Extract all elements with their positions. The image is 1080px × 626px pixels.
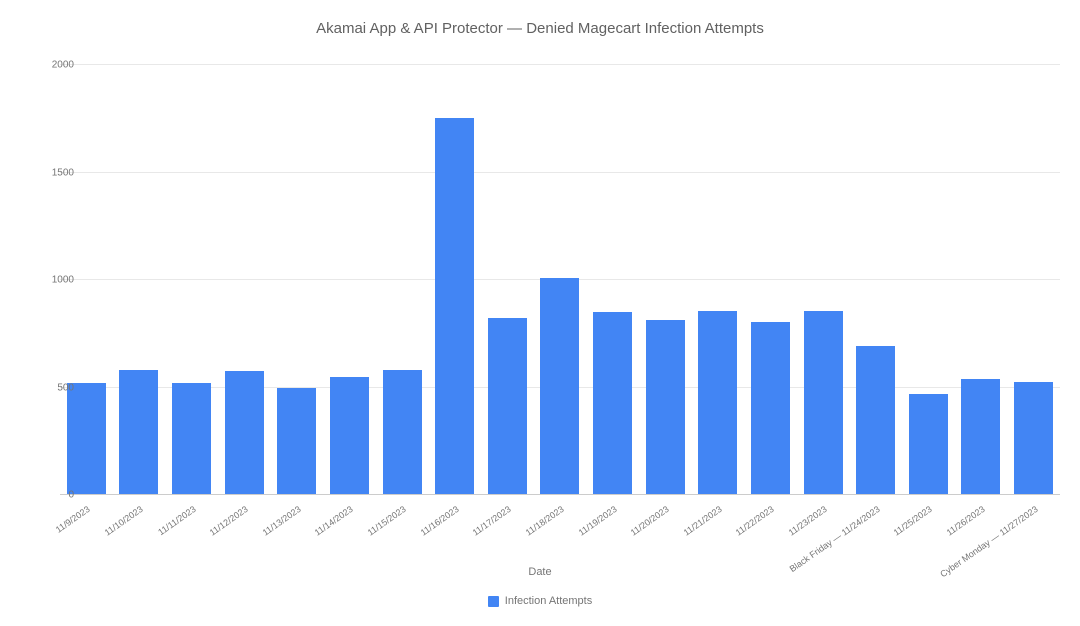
bar — [172, 383, 211, 495]
baseline — [60, 494, 1060, 495]
bar — [698, 311, 737, 495]
bar-slot — [218, 65, 271, 495]
bar — [119, 370, 158, 495]
bar — [646, 320, 685, 495]
bar-slot — [534, 65, 587, 495]
bars-group — [60, 65, 1060, 495]
x-tick-label: 11/9/2023 — [54, 504, 92, 535]
bar-slot — [376, 65, 429, 495]
bar — [751, 322, 790, 495]
bar — [67, 383, 106, 495]
bar — [1014, 382, 1053, 495]
bar-slot — [481, 65, 534, 495]
x-label-slot: 11/10/2023 — [113, 498, 166, 568]
x-axis-title: Date — [0, 566, 1080, 578]
bar-slot — [428, 65, 481, 495]
bar — [593, 312, 632, 495]
chart-container: Akamai App & API Protector — Denied Mage… — [0, 0, 1080, 626]
plot-area — [60, 65, 1060, 495]
bar-slot — [849, 65, 902, 495]
y-tick-label: 1500 — [34, 167, 74, 178]
bar — [225, 371, 264, 495]
bar-slot — [692, 65, 745, 495]
y-tick-label: 500 — [34, 382, 74, 393]
bar — [909, 394, 948, 495]
bar-slot — [323, 65, 376, 495]
x-label-slot: Cyber Monday — 11/27/2023 — [1007, 498, 1060, 568]
bar-slot — [586, 65, 639, 495]
bar — [804, 311, 843, 495]
bar-slot — [271, 65, 324, 495]
bar-slot — [639, 65, 692, 495]
legend-swatch — [488, 596, 499, 607]
bar-slot — [955, 65, 1008, 495]
bar-slot — [1007, 65, 1060, 495]
bar — [435, 118, 474, 495]
legend-label: Infection Attempts — [505, 595, 592, 607]
y-tick-label: 1000 — [34, 275, 74, 286]
x-tick-labels: 11/9/202311/10/202311/11/202311/12/20231… — [60, 498, 1060, 568]
bar — [330, 377, 369, 495]
bar-slot — [797, 65, 850, 495]
bar-slot — [165, 65, 218, 495]
bar — [856, 346, 895, 495]
bar — [961, 379, 1000, 495]
bar-slot — [902, 65, 955, 495]
chart-title: Akamai App & API Protector — Denied Mage… — [0, 20, 1080, 37]
bar-slot — [744, 65, 797, 495]
legend: Infection Attempts — [0, 595, 1080, 607]
y-tick-label: 2000 — [34, 60, 74, 71]
bar — [383, 370, 422, 495]
bar-slot — [113, 65, 166, 495]
bar — [488, 318, 527, 495]
bar — [540, 278, 579, 495]
bar — [277, 388, 316, 496]
